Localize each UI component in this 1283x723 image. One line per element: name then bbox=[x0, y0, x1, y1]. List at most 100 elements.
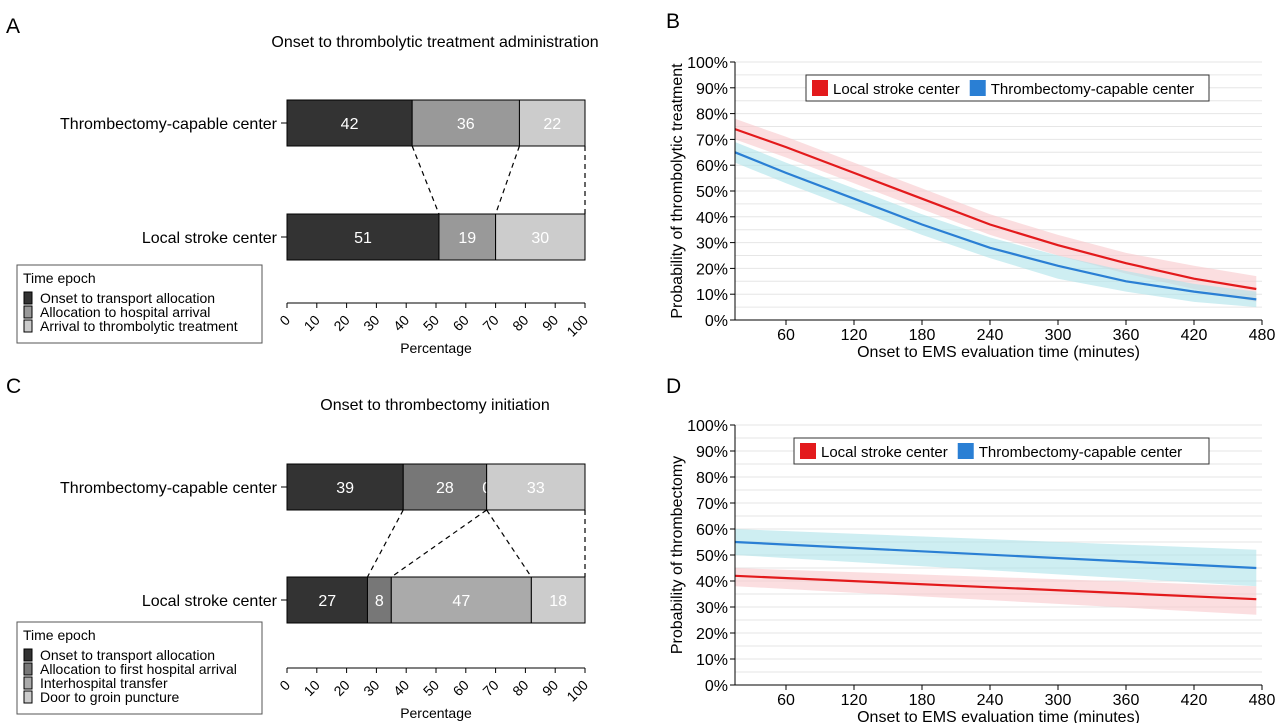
x-axis-title: Percentage bbox=[400, 340, 472, 356]
y-tick-label: 40% bbox=[696, 574, 728, 591]
y-tick-label: 20% bbox=[696, 261, 728, 278]
y-tick-label: 50% bbox=[696, 548, 728, 565]
legend-label: Thrombectomy-capable center bbox=[979, 444, 1182, 461]
y-tick-label: 60% bbox=[696, 158, 728, 175]
y-tick-label: 70% bbox=[696, 496, 728, 513]
legend-label: Door to groin puncture bbox=[40, 689, 180, 705]
x-tick-label: 60 bbox=[450, 312, 472, 334]
x-tick-label: 90 bbox=[539, 677, 561, 699]
data-label: 42 bbox=[341, 116, 359, 133]
series-line bbox=[734, 151, 1257, 301]
x-tick-label: 120 bbox=[841, 692, 868, 709]
legend-box bbox=[16, 621, 263, 715]
chart-title: Onset to thrombolytic treatment administ… bbox=[271, 34, 598, 51]
legend-label: Thrombectomy-capable center bbox=[991, 81, 1194, 98]
y-tick-label: 30% bbox=[696, 600, 728, 617]
bar-segment bbox=[530, 576, 586, 624]
x-tick-label: 80 bbox=[509, 677, 531, 699]
legend-swatch bbox=[23, 291, 33, 305]
category-label: Thrombectomy-capable center bbox=[60, 480, 278, 497]
x-tick-label: 240 bbox=[977, 692, 1004, 709]
legend-swatch bbox=[23, 305, 33, 319]
x-tick-label: 60 bbox=[777, 692, 795, 709]
connector-line bbox=[366, 509, 404, 578]
panel-a-stacked-bar-chart: Onset to thrombolytic treatment administ… bbox=[16, 34, 599, 356]
x-tick-label: 20 bbox=[330, 312, 352, 334]
y-tick-label: 90% bbox=[696, 444, 728, 461]
y-tick-label: 30% bbox=[696, 236, 728, 253]
legend-title: Time epoch bbox=[23, 627, 96, 643]
data-label: 27 bbox=[318, 593, 336, 610]
bar-segment bbox=[390, 576, 532, 624]
x-tick-label: 70 bbox=[479, 677, 501, 699]
legend-swatch bbox=[812, 80, 828, 96]
x-tick-label: 100 bbox=[563, 312, 591, 340]
bar-segment bbox=[438, 213, 497, 261]
y-axis-title: Probability of thrombolytic treatment bbox=[669, 63, 686, 319]
y-tick-label: 0% bbox=[705, 678, 728, 695]
y-tick-label: 40% bbox=[696, 210, 728, 227]
legend-swatch bbox=[800, 443, 816, 459]
bar-segment bbox=[411, 99, 520, 147]
y-tick-label: 60% bbox=[696, 522, 728, 539]
x-tick-label: 0 bbox=[276, 677, 293, 694]
bar-segment bbox=[286, 213, 440, 261]
confidence-band bbox=[735, 568, 1257, 615]
data-label: 18 bbox=[549, 593, 567, 610]
data-label: 30 bbox=[531, 230, 549, 247]
y-tick-label: 20% bbox=[696, 626, 728, 643]
data-label: 8 bbox=[375, 593, 384, 610]
data-label: 36 bbox=[457, 116, 475, 133]
x-tick-label: 10 bbox=[301, 677, 323, 699]
chart-title: Onset to thrombectomy initiation bbox=[320, 397, 549, 414]
x-tick-label: 60 bbox=[450, 677, 472, 699]
x-tick-label: 240 bbox=[977, 327, 1004, 344]
legend-swatch bbox=[23, 676, 33, 690]
legend-label: Onset to transport allocation bbox=[40, 647, 215, 663]
y-tick-label: 100% bbox=[687, 55, 728, 72]
panel-letter-c: C bbox=[6, 375, 21, 398]
panel-c-stacked-bar-chart: Onset to thrombectomy initiation Thrombec… bbox=[16, 397, 591, 721]
x-tick-label: 120 bbox=[841, 327, 868, 344]
x-tick-label: 60 bbox=[777, 327, 795, 344]
x-tick-label: 360 bbox=[1113, 327, 1140, 344]
confidence-band bbox=[735, 142, 1257, 308]
x-tick-label: 40 bbox=[390, 312, 412, 334]
series-line bbox=[734, 574, 1257, 601]
legend-label: Local stroke center bbox=[833, 81, 960, 98]
bar-segment bbox=[495, 213, 586, 261]
y-tick-label: 90% bbox=[696, 81, 728, 98]
legend-label: Interhospital transfer bbox=[40, 675, 168, 691]
x-tick-label: 30 bbox=[360, 677, 382, 699]
legend-swatch bbox=[23, 662, 33, 676]
x-tick-label: 420 bbox=[1181, 692, 1208, 709]
x-tick-label: 420 bbox=[1181, 327, 1208, 344]
x-tick-label: 50 bbox=[420, 312, 442, 334]
bar-segment bbox=[402, 463, 488, 511]
y-axis-title: Probability of thrombectomy bbox=[669, 456, 686, 654]
x-tick-label: 480 bbox=[1249, 692, 1276, 709]
category-label: Local stroke center bbox=[142, 593, 278, 610]
x-tick-label: 80 bbox=[509, 312, 531, 334]
data-label: 22 bbox=[543, 116, 561, 133]
bar-segment bbox=[286, 463, 404, 511]
x-tick-label: 30 bbox=[360, 312, 382, 334]
confidence-band bbox=[735, 529, 1257, 587]
connector-line bbox=[486, 509, 532, 578]
panel-b-line-chart: 0% 10% 20% 30% 40% 50% 60% 70% 80% 90% 100% 60 120 18… bbox=[669, 55, 1275, 361]
legend-label: Local stroke center bbox=[821, 444, 948, 461]
panel-letter-d: D bbox=[666, 375, 681, 398]
connector-line bbox=[390, 509, 488, 578]
panel-d-line-chart: 0% 10% 20% 30% 40% 50% 60% 70% 80% 90% 100% 60 120 18… bbox=[669, 418, 1275, 723]
connector-line bbox=[411, 145, 440, 215]
x-tick-label: 100 bbox=[563, 677, 591, 705]
x-tick-label: 20 bbox=[330, 677, 352, 699]
connector-line bbox=[495, 145, 521, 215]
x-tick-label: 40 bbox=[390, 677, 412, 699]
x-tick-label: 10 bbox=[301, 312, 323, 334]
data-label: 19 bbox=[458, 230, 476, 247]
x-axis-title: Percentage bbox=[400, 705, 472, 721]
x-tick-label: 50 bbox=[420, 677, 442, 699]
panel-letter-a: A bbox=[6, 15, 20, 38]
